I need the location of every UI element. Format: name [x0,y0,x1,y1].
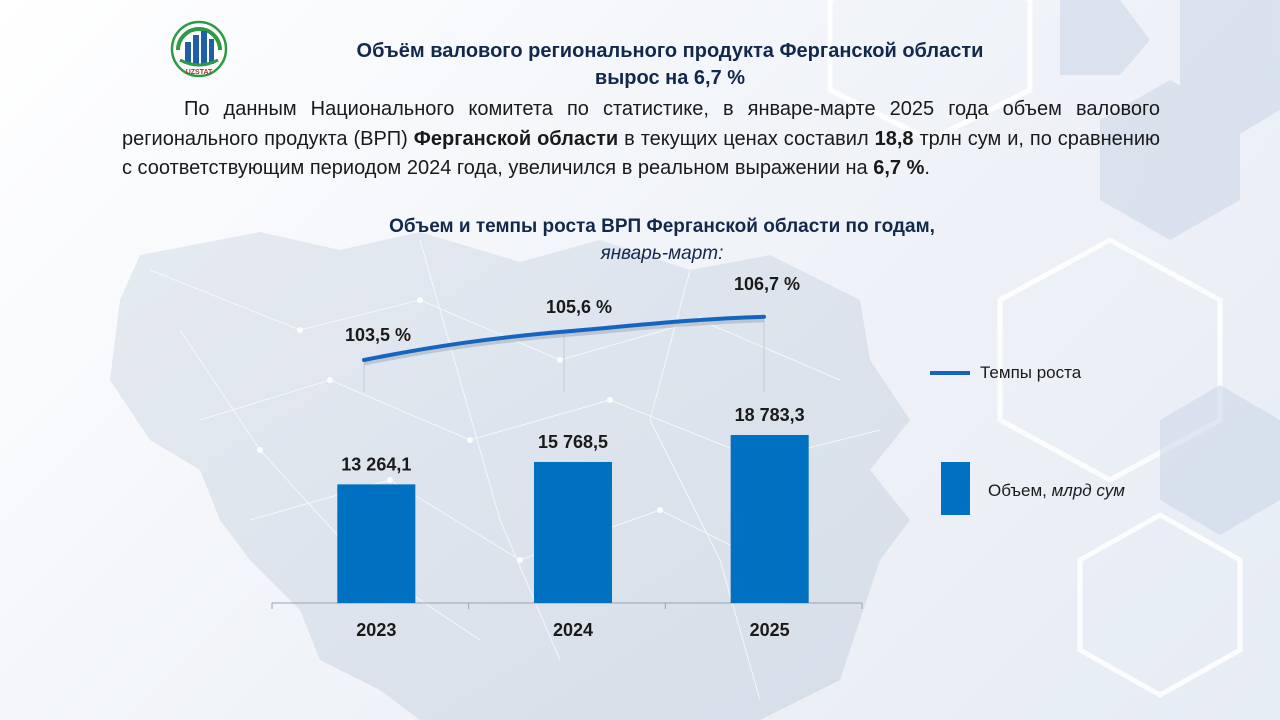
para-text-2: в текущих ценах составил [618,127,875,150]
bar-value-label: 18 783,3 [735,405,805,425]
chart-subtitle: январь-март: [600,243,724,264]
page-title: Объём валового регионального продукта Фе… [220,38,1120,92]
bar-2024 [534,461,612,603]
legend-bar-label-unit: млрд сум [1051,481,1125,500]
title-line-1: Объём валового регионального продукта Фе… [356,40,984,62]
x-tick-label-2024: 2024 [553,620,593,640]
growth-line-shadow [363,317,765,366]
para-region: Ферганской области [413,127,619,150]
growth-value-label: 106,7 % [734,274,800,294]
para-text-4: . [924,157,930,179]
x-tick-label-2023: 2023 [356,620,396,640]
para-text-1: По данным Национального комитета по стат… [122,98,1160,150]
svg-text:UZSTAT: UZSTAT [186,69,213,76]
para-growth: 6,7 % [873,157,925,179]
bar-2025 [730,435,809,603]
summary-paragraph: По данным Национального комитета по стат… [122,95,1160,184]
bar-2023 [337,484,416,603]
legend-bar-label-main: Объем, [988,481,1052,500]
chart-title: Объем и темпы роста ВРП Ферганской облас… [389,216,935,237]
para-value: 18,8 [874,127,914,150]
legend-line-label: Темпы роста [980,363,1082,382]
legend-bar-label: Объем, млрд сум [988,481,1125,501]
map-silhouette [110,232,910,720]
growth-value-label: 105,6 % [546,297,612,317]
legend-bar-swatch [941,462,970,515]
uzstat-logo: UZSTAT [170,20,228,78]
growth-value-label: 103,5 % [345,325,411,345]
legend-line-swatch [930,371,970,375]
title-line-2: вырос на 6,7 % [594,67,746,89]
bar-value-label: 15 768,5 [538,432,608,452]
bar-value-label: 13 264,1 [341,454,411,474]
x-tick-label-2025: 2025 [750,620,790,640]
para-text-3: трлн сум и, по сравнению с соответствующ… [122,127,1161,180]
